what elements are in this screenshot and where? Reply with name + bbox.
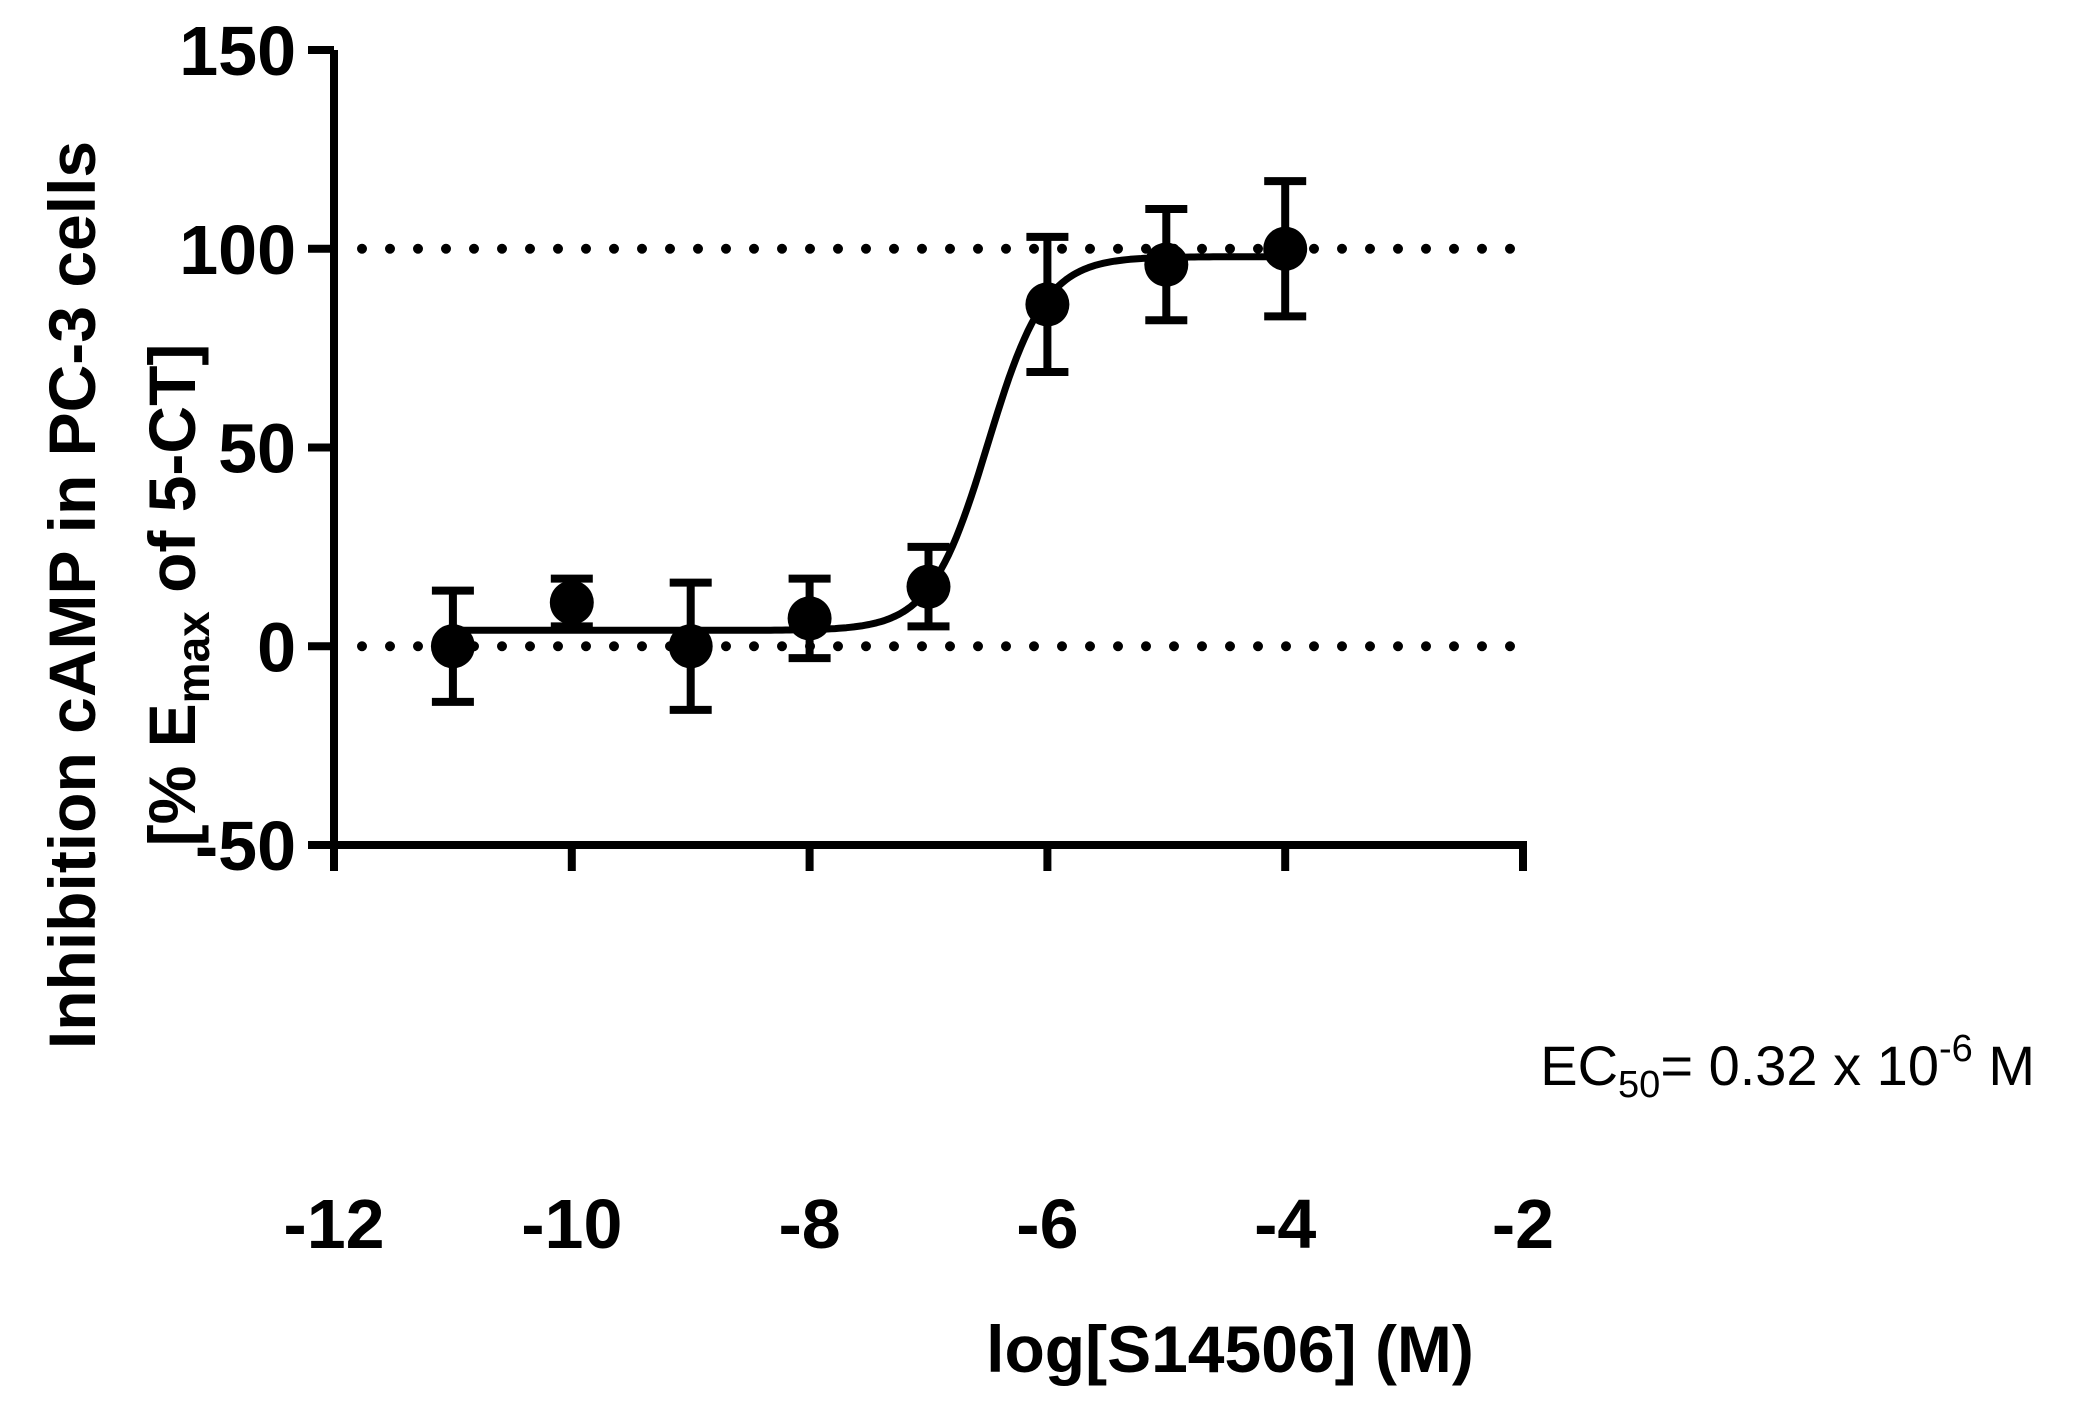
y-tick-label-150: 150: [179, 12, 296, 90]
y-axis-title-subscript: max: [167, 611, 219, 703]
y-axis-title-line2: [% Emax of 5-CT]: [135, 344, 219, 847]
data-point-0: [430, 624, 475, 669]
y-axis-title-suffix: of 5-CT]: [135, 344, 209, 612]
data-point-2: [668, 624, 713, 669]
x-tick-label--4: -4: [1254, 1185, 1316, 1263]
ec50-annotation: EC50= 0.32 x 10-6 M: [1540, 1028, 2035, 1106]
ec50-superscript: -6: [1939, 1028, 1973, 1070]
y-tick-label--50: -50: [195, 807, 296, 885]
reference-lines: [357, 243, 1523, 652]
data-point-1: [549, 580, 594, 625]
x-tick-label--2: -2: [1492, 1185, 1554, 1263]
y-axis-title-line1: Inhibition cAMP in PC-3 cells: [35, 141, 109, 1049]
data-point-5: [1025, 282, 1070, 327]
x-tick-label--12: -12: [283, 1185, 384, 1263]
fit-curve-group: [452, 253, 1286, 634]
fit-curve: [452, 253, 1286, 634]
x-tick-label--8: -8: [778, 1185, 840, 1263]
data-point-6: [1144, 242, 1189, 287]
ec50-suffix: M: [1973, 1034, 2035, 1097]
data-point-4: [906, 564, 951, 609]
tick-labels: -50 0 50 100 150 -12 -10 -8 -6 -4 -2: [179, 12, 1554, 1263]
ec50-subscript: 50: [1618, 1064, 1660, 1106]
data-point-7: [1263, 226, 1308, 271]
x-axis-title: log[S14506] (M): [986, 1312, 1474, 1386]
ec50-middle: = 0.32 x 10: [1660, 1034, 1939, 1097]
x-tick-label--10: -10: [521, 1185, 622, 1263]
y-tick-label-0: 0: [257, 608, 296, 686]
data-points: [430, 177, 1308, 714]
ec50-prefix: EC: [1540, 1034, 1618, 1097]
x-tick-label--6: -6: [1016, 1185, 1078, 1263]
y-tick-label-100: 100: [179, 211, 296, 289]
data-point-3: [787, 596, 832, 641]
y-tick-label-50: 50: [218, 410, 296, 488]
y-axis-title-prefix: [% E: [135, 703, 209, 846]
axes: [308, 46, 1527, 871]
